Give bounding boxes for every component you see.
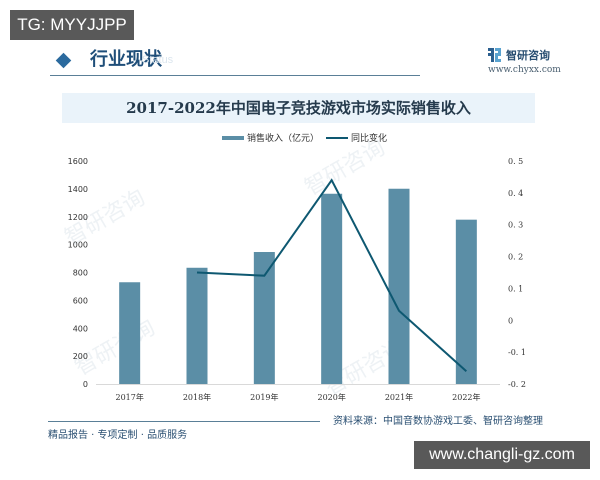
section-watermark: Status [142, 54, 174, 66]
left-axis-tick: 1000 [68, 241, 88, 250]
right-axis-tick: 0. 2 [508, 253, 523, 262]
left-axis-tick: 200 [73, 352, 88, 361]
bar-revenue [455, 219, 477, 384]
legend-bar-swatch [222, 135, 244, 140]
left-axis-tick: 600 [73, 296, 88, 305]
right-axis-tick: 0. 3 [508, 221, 523, 230]
footer-slogan: 精品报告 · 专项定制 · 品质服务 [48, 430, 188, 441]
left-axis-tick: 1200 [68, 213, 88, 222]
top-overlay-badge: TG: MYYJJPP [10, 10, 134, 40]
bar-revenue [388, 188, 410, 384]
x-axis-label: 2021年 [385, 392, 413, 402]
bar-revenue [119, 282, 141, 384]
legend-line-swatch [326, 136, 348, 139]
line-yoy-change [196, 178, 468, 373]
x-axis-label: 2019年 [250, 392, 278, 402]
right-axis-tick: 0 [508, 316, 513, 325]
right-axis-tick: 0. 5 [508, 157, 523, 166]
data-source-note: 资料来源：中国音数协游戏工委、智研咨询整理 [333, 416, 543, 427]
footer-divider [48, 421, 320, 422]
brand-name: 智研咨询 [506, 49, 550, 62]
bar-revenue [321, 193, 343, 384]
brand-logo-icon [488, 48, 501, 62]
bar-revenue [186, 267, 208, 384]
legend-item-revenue: 销售收入（亿元） [222, 131, 319, 144]
header-divider [50, 75, 420, 76]
chart-legend: 销售收入（亿元） 同比变化 [0, 131, 600, 145]
x-axis-label: 2018年 [183, 392, 211, 402]
left-axis-tick: 1600 [68, 157, 88, 166]
x-axis-label: 2017年 [115, 392, 143, 402]
right-axis-tick: -0. 2 [508, 380, 526, 389]
legend-label: 同比变化 [351, 134, 388, 144]
legend-label: 销售收入（亿元） [247, 134, 320, 144]
x-axis-label: 2020年 [317, 392, 345, 402]
right-axis-tick: 0. 1 [508, 284, 523, 293]
bar-revenue [253, 252, 275, 384]
brand-url: www.chyxx.com [488, 65, 561, 75]
left-axis-tick: 400 [73, 324, 88, 333]
right-axis-tick: 0. 4 [508, 189, 523, 198]
bottom-overlay-badge: www.changli-gz.com [414, 441, 590, 469]
chart-title: 2017-2022年中国电子竞技游戏市场实际销售收入 [126, 99, 471, 117]
left-axis-tick: 800 [73, 269, 88, 278]
left-axis-tick: 0 [83, 380, 88, 389]
right-axis-tick: -0. 1 [508, 348, 526, 357]
chart-title-band [62, 93, 535, 123]
legend-item-yoy: 同比变化 [326, 131, 387, 144]
x-axis-label: 2022年 [452, 392, 480, 402]
section-title: 行业现状 [90, 49, 162, 70]
left-axis-tick: 1400 [68, 185, 88, 194]
